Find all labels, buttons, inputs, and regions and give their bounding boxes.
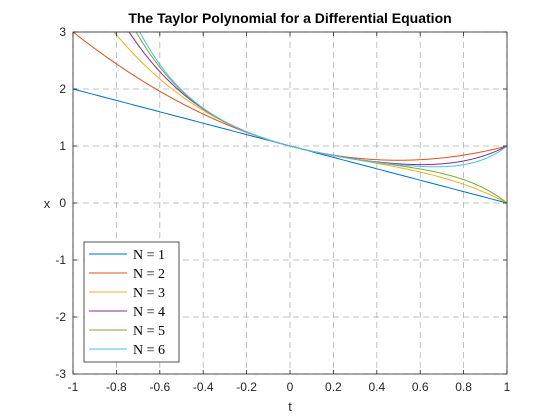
x-tick-label: 0.8: [455, 380, 472, 394]
series-layer: [73, 32, 507, 204]
x-axis-label: t: [288, 399, 292, 414]
legend-entry-label: N = 4: [133, 305, 165, 320]
legend-entry-label: N = 2: [133, 267, 165, 282]
y-tick-label: 3: [59, 25, 66, 39]
chart-title: The Taylor Polynomial for a Differential…: [128, 10, 451, 26]
legend-entry-label: N = 1: [133, 248, 165, 263]
series-line-n6: [139, 32, 507, 168]
y-tick-label: -1: [55, 253, 66, 267]
legend-entry-label: N = 3: [133, 286, 165, 301]
x-tick-label: -0.2: [236, 380, 257, 394]
legend: N = 1 N = 2 N = 3 N = 4 N = 5 N = 6: [83, 241, 180, 363]
x-tick-label: -0.4: [193, 380, 214, 394]
x-tick-label: -1: [68, 380, 79, 394]
x-tick-label: 0.4: [368, 380, 385, 394]
y-tick-label: 2: [59, 82, 66, 96]
legend-entry-label: N = 5: [133, 324, 165, 339]
x-tick-label: 0.2: [325, 380, 342, 394]
y-tick-label: 1: [59, 139, 66, 153]
y-tick-label: -3: [55, 367, 66, 381]
x-tick-label: 1: [504, 380, 511, 394]
x-tick-label: -0.6: [149, 380, 170, 394]
legend-entry-label: N = 6: [133, 343, 165, 358]
ticks: -1 -0.8 -0.6 -0.4 -0.2 0 0.2 0.4 0.6 0.8 1 -3 -2 -1 0 1…: [55, 25, 510, 394]
x-tick-label: -0.8: [106, 380, 127, 394]
x-tick-label: 0: [287, 380, 294, 394]
y-axis-label: x: [44, 196, 51, 211]
legend-box: [83, 241, 180, 363]
y-tick-label: 0: [59, 196, 66, 210]
y-tick-label: -2: [55, 310, 66, 324]
x-tick-label: 0.6: [412, 380, 429, 394]
